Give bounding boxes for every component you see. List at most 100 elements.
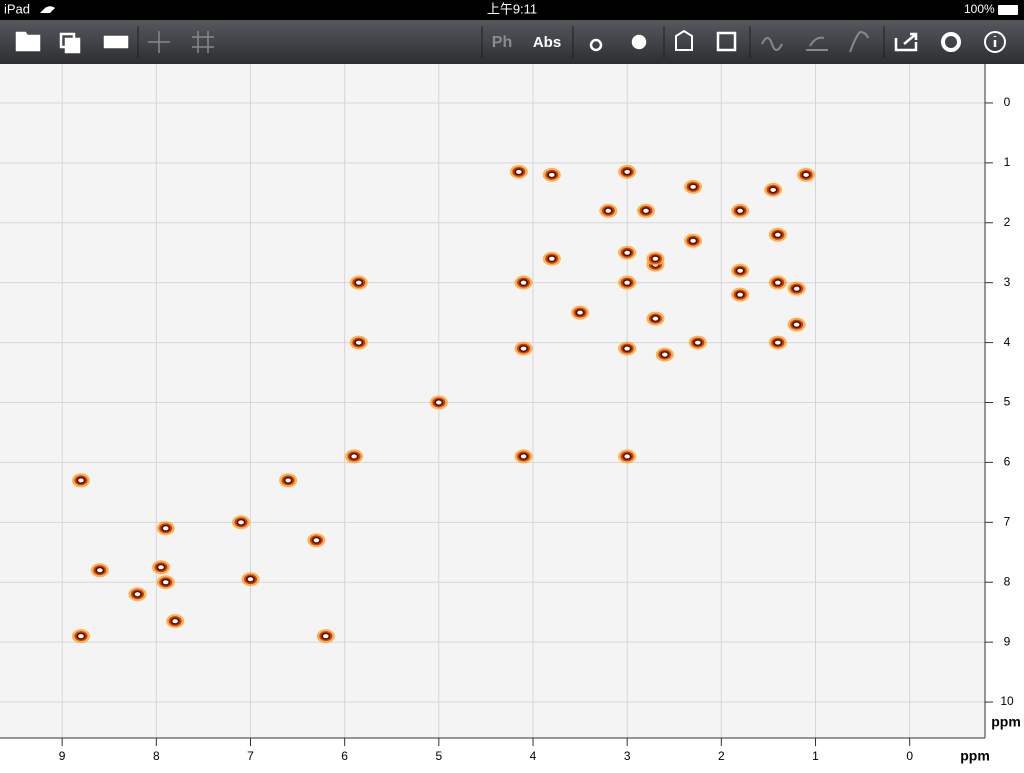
peak-contour (694, 340, 701, 345)
peak (349, 335, 368, 350)
open-button[interactable] (15, 31, 41, 52)
peak (509, 164, 528, 179)
peak (349, 275, 368, 290)
plot-background (0, 64, 985, 738)
x-tick-label: 9 (59, 749, 66, 763)
peak (345, 449, 364, 464)
peak (764, 182, 783, 197)
peak-contour (737, 208, 743, 213)
peak (618, 341, 637, 356)
peak (618, 164, 637, 179)
peak-contour (162, 580, 169, 585)
peak (71, 629, 90, 644)
y-tick-label: 2 (1004, 215, 1011, 229)
x-tick-label: 7 (247, 749, 254, 763)
y-tick-label: 7 (1004, 514, 1011, 528)
peak-contour (520, 346, 527, 351)
peak-contour (624, 280, 630, 285)
peak (71, 473, 90, 488)
share-button[interactable] (894, 32, 918, 52)
peak (655, 347, 674, 362)
peak (684, 179, 703, 194)
peak-contour (690, 184, 696, 189)
peak-contour (520, 280, 527, 285)
peak (646, 251, 665, 266)
copy-button-back (64, 37, 81, 54)
x-tick-label: 6 (341, 749, 348, 763)
peak-contour (770, 187, 776, 192)
peak (156, 575, 175, 590)
peak (684, 233, 703, 248)
peak (90, 563, 109, 578)
y-tick-label: 10 (1000, 694, 1014, 708)
status-bar (0, 0, 1024, 20)
peak (429, 395, 448, 410)
peak-contour (577, 310, 583, 315)
peak-contour (793, 286, 800, 291)
y-tick-label: 5 (1004, 395, 1011, 409)
integral-button[interactable] (849, 30, 869, 53)
peak-button[interactable] (589, 38, 603, 52)
peak-contour (624, 169, 630, 174)
peak-contour (355, 340, 362, 345)
peak (768, 335, 787, 350)
y-tick-label: 9 (1004, 634, 1011, 648)
peak-contour (78, 478, 84, 483)
peak-contour (737, 292, 743, 297)
peak-contour (793, 322, 800, 327)
peak (636, 203, 655, 218)
peak (768, 227, 787, 242)
battery-level: 100% (964, 2, 995, 16)
peak (731, 287, 750, 302)
y-axis-label: ppm (991, 714, 1021, 730)
phase-button[interactable]: Ph (492, 34, 512, 51)
print-button[interactable] (103, 35, 129, 49)
peak (156, 521, 175, 536)
peak-contour (78, 634, 84, 639)
peak-contour (643, 208, 649, 213)
peak-contour (520, 454, 527, 459)
peak-contour (803, 172, 809, 177)
peak-contour (238, 520, 244, 525)
integrate-button[interactable] (631, 34, 647, 50)
peak-contour (662, 352, 668, 357)
peak-contour (516, 169, 522, 174)
peak (232, 515, 251, 530)
peak (542, 251, 561, 266)
y-tick-label: 0 (1004, 95, 1011, 109)
peak (618, 245, 637, 260)
info-button[interactable] (984, 31, 1006, 53)
peak-contour (737, 268, 743, 273)
peak (571, 305, 590, 320)
settings-button[interactable] (941, 32, 961, 52)
clock: 上午9:11 (487, 1, 537, 16)
peak (128, 587, 147, 602)
y-tick-label: 4 (1004, 335, 1011, 349)
peak-contour (436, 400, 442, 405)
peak (797, 167, 816, 182)
peak-contour (285, 478, 291, 483)
toolbar-separators (137, 26, 885, 58)
peak (731, 263, 750, 278)
peak-contour (605, 208, 612, 213)
peak-contour (624, 454, 630, 459)
peak-contour (323, 634, 329, 639)
y-axis-strip (985, 64, 1024, 768)
peak (768, 275, 787, 290)
peak-contour (775, 232, 781, 237)
grid-button[interactable] (192, 31, 214, 53)
abs-button[interactable]: Abs (533, 34, 561, 51)
peak-contour (158, 565, 164, 570)
stack-button[interactable] (806, 36, 828, 51)
baseline-button[interactable] (675, 29, 693, 51)
peak-contour (355, 280, 362, 285)
peak (166, 614, 185, 629)
spectrum1d-button[interactable] (761, 37, 783, 51)
peak-contour (624, 346, 630, 351)
frame-button[interactable] (716, 31, 737, 52)
peak (279, 473, 298, 488)
peak (618, 449, 637, 464)
